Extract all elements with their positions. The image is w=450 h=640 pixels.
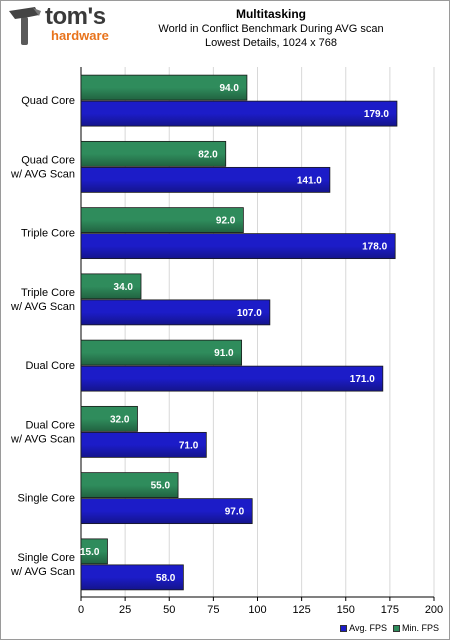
legend-swatch-avg — [340, 624, 348, 632]
legend-swatch-min — [392, 624, 400, 632]
bar-avg — [80, 100, 398, 127]
chart-subtitle-2: Lowest Details, 1024 x 768 — [204, 37, 338, 49]
legend: Avg. FPS Min. FPS — [334, 623, 439, 633]
bar-avg — [80, 365, 384, 392]
data-label-avg: 179.0 — [364, 109, 389, 120]
x-tick-label: 175 — [381, 604, 399, 616]
x-tick-label: 100 — [248, 604, 266, 616]
legend-label-avg: Avg. FPS — [349, 623, 387, 633]
category-label: Single Core w/ AVG Scan — [10, 552, 75, 578]
chart-subtitle-1: World in Conflict Benchmark During AVG s… — [158, 23, 384, 35]
legend-item-min: Min. FPS — [392, 623, 439, 633]
data-label-min: 94.0 — [219, 83, 239, 94]
logo-name: tom's — [45, 3, 106, 30]
legend-item-avg: Avg. FPS — [340, 623, 387, 633]
chart-titles: Multitasking World in Conflict Benchmark… — [121, 7, 421, 50]
x-tick-label: 200 — [425, 604, 443, 616]
x-tick-label: 150 — [337, 604, 355, 616]
category-label: Dual Core w/ AVG Scan — [10, 419, 75, 445]
bar-min — [80, 339, 243, 366]
x-tick-label: 125 — [292, 604, 310, 616]
bar-avg — [80, 431, 207, 458]
category-label: Triple Core — [21, 228, 75, 240]
bar-min — [80, 74, 248, 101]
data-label-min: 34.0 — [114, 282, 134, 293]
chart-title: Multitasking — [235, 7, 306, 21]
bar-avg — [80, 299, 271, 326]
bar-avg — [80, 166, 331, 193]
data-label-avg: 97.0 — [225, 507, 245, 518]
category-label: Quad Core w/ AVG Scan — [10, 154, 75, 180]
bar-min — [80, 405, 138, 432]
bar-avg — [80, 564, 184, 591]
bar-avg — [80, 233, 396, 260]
data-label-avg: 107.0 — [237, 308, 262, 319]
bar-min — [80, 472, 179, 499]
category-label: Dual Core — [25, 360, 75, 372]
logo-subtitle: hardware — [51, 28, 109, 43]
data-label-min: 55.0 — [151, 481, 171, 492]
data-label-min: 15.0 — [80, 547, 100, 558]
category-label: Quad Core — [21, 95, 75, 107]
bar-min — [80, 538, 108, 565]
data-label-avg: 178.0 — [362, 242, 387, 253]
toms-hardware-logo: tom's hardware — [5, 5, 113, 47]
data-label-avg: 171.0 — [350, 374, 375, 385]
data-label-min: 32.0 — [110, 414, 130, 425]
bar-min — [80, 273, 142, 300]
data-label-min: 82.0 — [198, 149, 218, 160]
category-label: Single Core — [18, 493, 75, 505]
hammer-icon — [9, 7, 41, 45]
data-label-avg: 141.0 — [297, 175, 322, 186]
data-label-min: 92.0 — [216, 216, 236, 227]
bar-min — [80, 140, 227, 167]
data-label-avg: 71.0 — [179, 440, 199, 451]
x-tick-label: 25 — [119, 604, 131, 616]
bar-avg — [80, 498, 253, 525]
x-tick-label: 50 — [163, 604, 175, 616]
legend-label-min: Min. FPS — [401, 623, 439, 633]
x-tick-label: 0 — [78, 604, 84, 616]
data-label-min: 91.0 — [214, 348, 234, 359]
bar-min — [80, 207, 244, 234]
x-tick-label: 75 — [207, 604, 219, 616]
data-label-avg: 58.0 — [156, 573, 176, 584]
category-label: Triple Core w/ AVG Scan — [10, 287, 75, 313]
